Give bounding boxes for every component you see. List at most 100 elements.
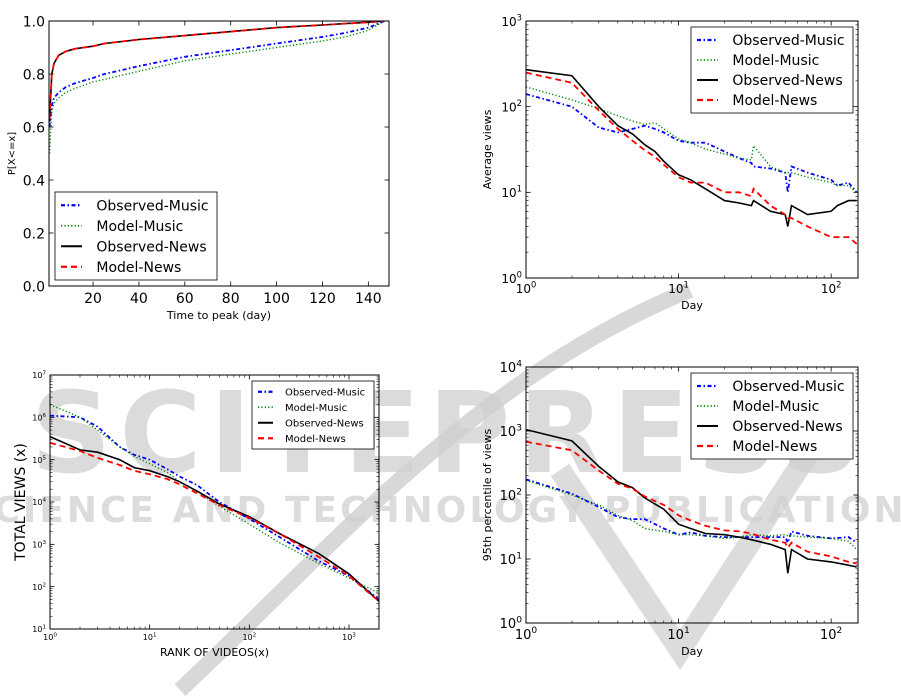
tick-exponent: 3: [517, 12, 522, 22]
series-line-observed-music: [49, 21, 385, 128]
x-tick-label: 120: [309, 291, 336, 307]
legend: Observed-Music Model-Music Observed-News Mo…: [690, 372, 854, 460]
series-line-model-news: [50, 441, 379, 602]
legend-label: Observed-Music: [732, 33, 844, 49]
y-tick-label: 103: [32, 540, 46, 550]
tick-base: 10: [501, 186, 516, 200]
y-axis-label: 95th percentile of views: [481, 429, 494, 562]
y-tick-label: 102: [500, 487, 522, 504]
series-line-model-news: [526, 440, 857, 565]
tick-base: 10: [501, 100, 516, 114]
tick-base: 10: [668, 282, 683, 296]
y-tick-label: 0.0: [23, 280, 45, 296]
tick-base: 10: [500, 553, 517, 568]
tick-exponent: 1: [684, 626, 690, 636]
x-tick-label: 100: [516, 280, 537, 296]
legend-box: [54, 191, 218, 281]
legend-box: [690, 26, 854, 114]
legend-label: Observed-Music: [96, 198, 208, 214]
x-tick-label: 40: [130, 291, 148, 307]
x-tick-label: 102: [820, 626, 842, 643]
tick-exponent: 1: [517, 184, 522, 194]
tick-base: 10: [242, 633, 252, 642]
y-tick-label: 101: [32, 625, 46, 635]
tick-base: 10: [500, 617, 517, 632]
tick-exponent: 0: [516, 615, 522, 625]
tick-base: 10: [515, 628, 532, 643]
series-line-model-music: [526, 86, 858, 193]
x-axis-label: Time to peak (day): [166, 309, 271, 322]
series-line-model-music: [49, 21, 385, 154]
tick-base: 10: [821, 282, 836, 296]
x-tick-label: 140: [355, 291, 382, 307]
x-tick-label: 100: [263, 291, 290, 307]
tick-base: 10: [516, 282, 531, 296]
x-axis-label: RANK OF VIDEOS(x): [160, 646, 269, 659]
y-tick-label: 0.6: [23, 121, 45, 137]
series-line-model-music: [526, 479, 858, 551]
legend-label: Model-Music: [285, 403, 347, 414]
series-line-observed-music: [50, 414, 379, 601]
x-tick-label: 103: [342, 632, 356, 642]
x-tick-label: 101: [143, 632, 157, 642]
series-line-observed-news: [526, 428, 857, 574]
tick-base: 10: [501, 272, 516, 286]
tick-base: 10: [32, 498, 42, 507]
tick-exponent: 1: [516, 551, 522, 561]
tick-exponent: 0: [517, 269, 522, 279]
tick-exponent: 6: [42, 413, 46, 419]
y-tick-label: 103: [500, 423, 523, 440]
series-line-model-news: [49, 21, 385, 120]
legend-label: Observed-News: [732, 73, 842, 89]
legend: Observed-Music Model-Music Observed-News Mo…: [54, 191, 218, 281]
y-tick-label: 100: [501, 269, 522, 285]
tick-exponent: 4: [516, 359, 522, 369]
y-tick-label: 104: [32, 498, 46, 508]
tick-base: 10: [32, 456, 42, 465]
tick-base: 10: [501, 15, 516, 29]
y-axis-label: P[X<=x]: [7, 132, 18, 175]
tick-exponent: 0: [531, 626, 537, 636]
legend-label: Model-News: [732, 439, 817, 455]
x-axis-label: Day: [681, 645, 703, 658]
tick-exponent: 5: [42, 455, 46, 461]
tick-exponent: 1: [42, 625, 46, 631]
y-tick-label: 100: [500, 615, 523, 632]
series-line-observed-news: [50, 435, 379, 602]
legend: Observed-Music Model-Music Observed-News Mo…: [690, 26, 854, 114]
y-tick-label: 102: [32, 582, 46, 592]
tick-base: 10: [32, 541, 42, 550]
series-line-observed-news: [49, 21, 385, 122]
y-tick-label: 104: [500, 359, 523, 376]
tick-base: 10: [32, 414, 42, 423]
y-tick-label: 0.8: [23, 68, 45, 84]
x-tick-label: 101: [668, 280, 689, 296]
tick-base: 10: [32, 625, 42, 634]
legend-label: Model-News: [732, 93, 817, 109]
tick-base: 10: [500, 425, 517, 440]
y-tick-label: 103: [501, 12, 522, 28]
tick-base: 10: [143, 633, 153, 642]
tick-exponent: 1: [684, 280, 689, 290]
x-tick-label: 100: [515, 626, 538, 643]
tick-exponent: 1: [153, 632, 157, 638]
y-tick-label: 105: [32, 455, 46, 465]
tick-exponent: 3: [352, 632, 356, 638]
legend-label: Observed-Music: [285, 387, 365, 398]
tick-exponent: 0: [53, 632, 57, 638]
legend-box: [690, 372, 854, 460]
chart-panel-1: 20 40 60 80 100 120 140 0.0 0.2 0.4 0.6 0.8 1.0 Time …: [7, 15, 390, 322]
tick-exponent: 2: [42, 582, 46, 588]
legend-label: Model-Music: [732, 53, 819, 69]
series-line-observed-music: [526, 478, 858, 546]
tick-exponent: 3: [516, 423, 522, 433]
x-tick-label: 102: [821, 280, 842, 296]
tick-base: 10: [667, 628, 684, 643]
y-tick-label: 0.2: [23, 227, 45, 243]
tick-exponent: 2: [836, 280, 841, 290]
y-tick-label: 107: [32, 371, 46, 381]
tick-base: 10: [820, 628, 837, 643]
